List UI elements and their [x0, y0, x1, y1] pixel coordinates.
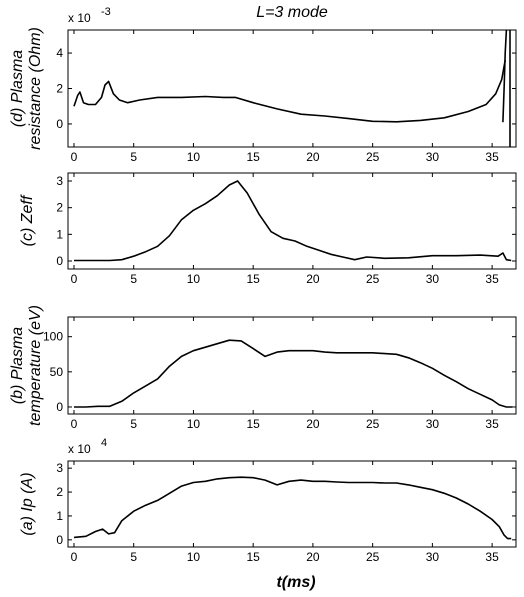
x-tick-label: 20: [306, 550, 320, 564]
x-tick-label: 10: [187, 150, 201, 164]
panel-b: 0 5 10 15 20 25 30 35 0 50 100 (b) Plasma temperatur…: [9, 305, 517, 431]
x-tick-label: 5: [130, 550, 137, 564]
x-tick-label: 15: [246, 272, 260, 286]
x-tick-label: 30: [426, 150, 440, 164]
series-line-d-0: [73, 59, 506, 123]
panel-c: 0 5 10 15 20 25 30 35 0 1 2 3 (c) Zeff: [19, 172, 517, 286]
y-tick-label: 2: [56, 82, 63, 96]
axes-frame: [67, 29, 517, 148]
x-tick-label: 35: [485, 417, 499, 431]
x-tick-label: 30: [426, 272, 440, 286]
x-axis-label: t(ms): [276, 574, 315, 591]
x-tick-label: 20: [306, 150, 320, 164]
y-tick-label: 1: [56, 227, 63, 241]
y-tick-label: 50: [50, 365, 64, 379]
x-tick-label: 15: [246, 150, 260, 164]
y-tick-label: 3: [56, 461, 63, 475]
x-tick-label: 35: [485, 150, 499, 164]
x-tick-label: 25: [366, 550, 380, 564]
y-axis-label: (c) Zeff: [19, 194, 36, 246]
axis-exponent: -3: [101, 6, 111, 18]
y-tick-label: 100: [43, 330, 63, 344]
x-tick-label: 30: [426, 550, 440, 564]
series-line-d-1: [502, 30, 508, 123]
y-tick-label: 0: [56, 254, 63, 268]
x-tick-label: 0: [71, 550, 78, 564]
y-tick-label: 0: [56, 117, 63, 131]
x-tick-label: 35: [485, 550, 499, 564]
x-tick-label: 35: [485, 272, 499, 286]
y-tick-label: 4: [56, 46, 63, 60]
x-tick-label: 0: [71, 417, 78, 431]
x-tick-label: 25: [366, 272, 380, 286]
series-line-c-0: [74, 180, 512, 262]
x-tick-label: 25: [366, 417, 380, 431]
axis-exponent: 4: [101, 437, 107, 449]
y-axis-label: (b) Plasma: [9, 327, 26, 404]
x-tick-label: 10: [187, 417, 201, 431]
axes-frame: [67, 316, 517, 415]
x-tick-label: 5: [130, 150, 137, 164]
y-tick-label: 2: [56, 201, 63, 215]
x-tick-label: 20: [306, 272, 320, 286]
x-tick-label: 25: [366, 150, 380, 164]
y-axis-label: resistance (Ohm): [27, 27, 44, 150]
x-tick-label: 15: [246, 417, 260, 431]
x-tick-label: 5: [130, 272, 137, 286]
panel-a: 0 5 10 15 20 25 30 35 0 1 2 3 x 10 4 (a) Ip (A): [19, 437, 517, 564]
y-tick-label: 2: [56, 485, 63, 499]
y-tick-label: 0: [56, 533, 63, 547]
axes-frame: [67, 172, 517, 270]
y-axis-label: temperature (eV): [27, 305, 44, 426]
y-tick-label: 1: [56, 509, 63, 523]
x-tick-label: 5: [130, 417, 137, 431]
y-tick-label: 3: [56, 174, 63, 188]
x-tick-label: 10: [187, 550, 201, 564]
y-axis-label: (a) Ip (A): [19, 472, 36, 535]
x-tick-label: 15: [246, 550, 260, 564]
axes-frame: [67, 460, 517, 548]
x-tick-label: 0: [71, 272, 78, 286]
x-tick-label: 10: [187, 272, 201, 286]
x-tick-label: 30: [426, 417, 440, 431]
panel-d: 0 5 10 15 20 25 30 35 0 2 4 x 10 -3 (d) Plasma resista…: [9, 6, 517, 164]
y-tick-label: 0: [56, 400, 63, 414]
figure-title: L=3 mode: [256, 4, 328, 21]
x-tick-label: 0: [71, 150, 78, 164]
series-line-a-0: [73, 476, 512, 540]
x-tick-label: 20: [306, 417, 320, 431]
y-axis-label: (d) Plasma: [9, 50, 26, 127]
axis-multiplier: x 10: [68, 11, 91, 25]
series-line-b-0: [74, 339, 513, 408]
axis-multiplier: x 10: [68, 442, 91, 456]
